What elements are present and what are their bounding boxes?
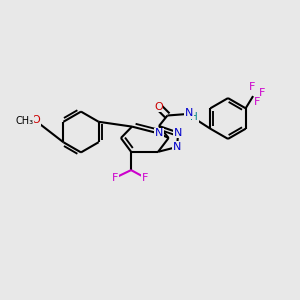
Text: N: N — [184, 108, 193, 118]
Text: CH₃: CH₃ — [16, 116, 34, 126]
Text: N: N — [173, 142, 181, 152]
Text: O: O — [154, 101, 163, 112]
Text: O: O — [32, 115, 40, 125]
Text: H: H — [190, 112, 198, 122]
Text: N: N — [155, 128, 163, 139]
Text: F: F — [254, 97, 261, 107]
Text: N: N — [174, 128, 182, 138]
Text: F: F — [249, 82, 255, 92]
Text: F: F — [142, 172, 148, 183]
Text: F: F — [258, 88, 265, 98]
Text: F: F — [112, 172, 119, 183]
